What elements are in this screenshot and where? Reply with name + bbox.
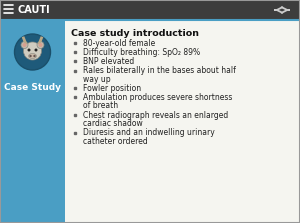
- Circle shape: [23, 42, 41, 60]
- Text: of breath: of breath: [83, 101, 118, 111]
- Circle shape: [21, 41, 28, 48]
- Circle shape: [33, 55, 36, 57]
- Text: Case study introduction: Case study introduction: [71, 29, 199, 38]
- Text: way up: way up: [83, 75, 111, 84]
- Bar: [65, 20, 300, 223]
- Bar: [0, 0, 300, 20]
- Text: Diuresis and an indwelling urinary: Diuresis and an indwelling urinary: [83, 128, 215, 137]
- Circle shape: [22, 43, 26, 47]
- Circle shape: [37, 41, 44, 48]
- Bar: [0, 20, 65, 223]
- Text: Ambulation produces severe shortness: Ambulation produces severe shortness: [83, 93, 232, 102]
- Text: BNP elevated: BNP elevated: [83, 57, 134, 66]
- Circle shape: [28, 48, 31, 52]
- Text: Chest radiograph reveals an enlarged: Chest radiograph reveals an enlarged: [83, 111, 228, 120]
- Circle shape: [34, 48, 38, 52]
- Text: Rales bilaterally in the bases about half: Rales bilaterally in the bases about hal…: [83, 66, 236, 75]
- Text: Difficulty breathing: SpO₂ 89%: Difficulty breathing: SpO₂ 89%: [83, 48, 200, 57]
- Text: CAUTI: CAUTI: [17, 5, 50, 15]
- Circle shape: [29, 55, 32, 57]
- Text: catheter ordered: catheter ordered: [83, 137, 148, 146]
- Text: Fowler position: Fowler position: [83, 84, 141, 93]
- Text: 80-year-old female: 80-year-old female: [83, 39, 155, 47]
- Ellipse shape: [28, 54, 37, 58]
- Circle shape: [14, 34, 50, 70]
- Text: Case Study: Case Study: [4, 83, 61, 93]
- Text: cardiac shadow: cardiac shadow: [83, 119, 143, 128]
- Circle shape: [38, 43, 43, 47]
